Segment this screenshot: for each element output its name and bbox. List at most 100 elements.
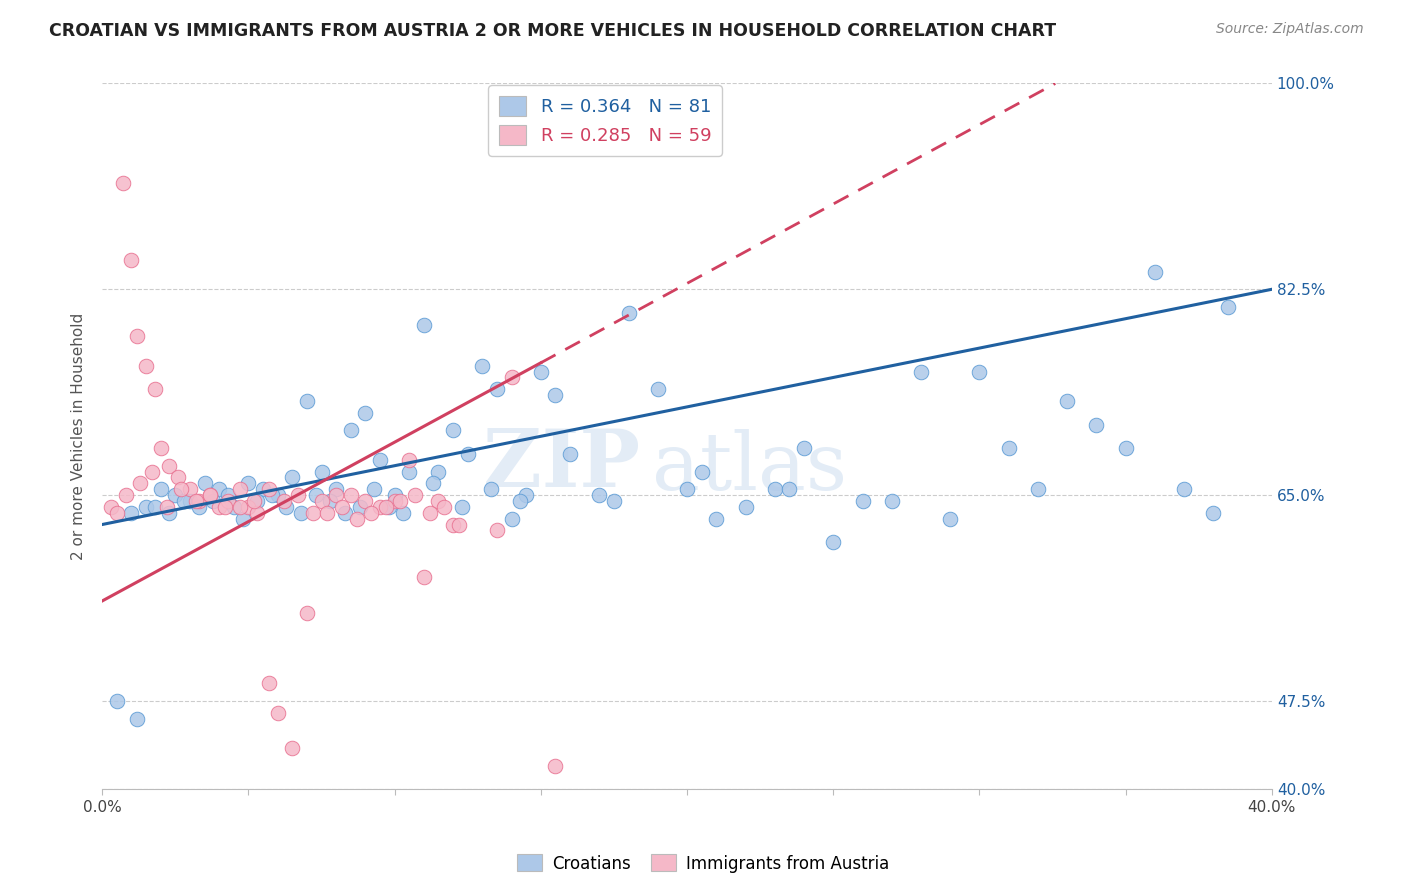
Point [214,500,236,514]
Point [165,488,187,502]
Point [457,447,479,461]
Point [778,482,800,496]
Point [544,388,567,402]
Point [187,494,209,508]
Point [734,500,756,514]
Legend: R = 0.364   N = 81, R = 0.285   N = 59: R = 0.364 N = 81, R = 0.285 N = 59 [488,86,723,156]
Point [295,606,318,620]
Y-axis label: 2 or more Vehicles in Household: 2 or more Vehicles in Household [72,313,86,560]
Point [228,482,250,496]
Text: Source: ZipAtlas.com: Source: ZipAtlas.com [1216,22,1364,37]
Point [339,424,361,438]
Point [441,424,464,438]
Point [105,506,128,520]
Point [120,252,142,267]
Point [501,370,523,384]
Point [354,406,377,420]
Point [558,447,581,461]
Point [1085,417,1108,432]
Point [135,500,157,514]
Point [969,365,991,379]
Point [997,441,1019,455]
Point [515,488,537,502]
Point [451,500,474,514]
Point [319,494,342,508]
Point [485,524,508,538]
Point [170,482,193,496]
Point [200,488,222,502]
Point [273,494,295,508]
Point [149,441,172,455]
Point [238,476,260,491]
Legend: Croatians, Immigrants from Austria: Croatians, Immigrants from Austria [510,847,896,880]
Point [441,517,464,532]
Point [100,500,122,514]
Point [588,488,610,502]
Point [281,470,304,484]
Point [266,488,288,502]
Point [120,506,142,520]
Point [159,458,181,473]
Point [246,506,269,520]
Point [173,494,195,508]
Point [793,441,815,455]
Point [232,511,254,525]
Point [143,500,166,514]
Point [287,488,309,502]
Point [228,500,250,514]
Point [111,177,134,191]
Point [1115,441,1137,455]
Point [419,506,441,520]
Point [1216,300,1239,314]
Text: ZIP: ZIP [484,425,640,503]
Point [676,482,699,496]
Point [404,488,426,502]
Point [389,494,412,508]
Point [851,494,873,508]
Point [301,506,323,520]
Text: CROATIAN VS IMMIGRANTS FROM AUSTRIA 2 OR MORE VEHICLES IN HOUSEHOLD CORRELATION : CROATIAN VS IMMIGRANTS FROM AUSTRIA 2 OR… [49,22,1056,40]
Point [325,482,347,496]
Point [509,494,531,508]
Point [325,488,347,502]
Point [368,452,391,467]
Point [339,488,361,502]
Point [1173,482,1195,496]
Point [360,506,382,520]
Point [105,694,128,708]
Point [260,488,283,502]
Text: atlas: atlas [652,429,846,507]
Point [412,570,434,584]
Point [141,465,163,479]
Point [939,511,962,525]
Point [479,482,502,496]
Point [179,482,201,496]
Point [422,476,444,491]
Point [384,494,406,508]
Point [398,465,420,479]
Point [1202,506,1225,520]
Point [281,741,304,756]
Point [346,511,368,525]
Point [763,482,786,496]
Point [305,488,328,502]
Point [257,482,280,496]
Point [544,758,567,772]
Point [295,394,318,409]
Point [243,494,266,508]
Point [690,465,713,479]
Point [471,359,494,373]
Point [155,500,177,514]
Point [392,506,415,520]
Point [617,306,640,320]
Point [823,535,845,549]
Point [129,476,152,491]
Point [217,488,239,502]
Point [135,359,157,373]
Point [149,482,172,496]
Point [167,470,190,484]
Point [1056,394,1078,409]
Point [368,500,391,514]
Point [530,365,553,379]
Point [266,706,288,720]
